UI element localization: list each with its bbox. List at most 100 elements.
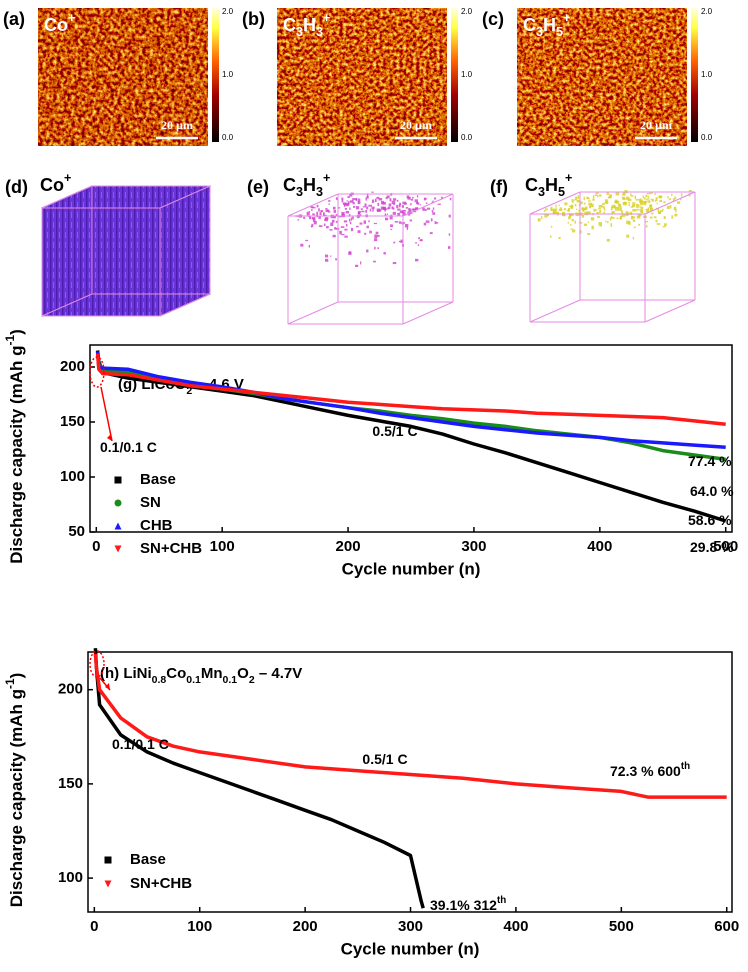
fragment-dot — [623, 201, 627, 206]
fragment-dot — [642, 195, 644, 199]
fragment-dot — [357, 230, 361, 233]
fragment-dot — [617, 204, 622, 207]
fragment-dot — [571, 218, 574, 222]
text-segment: (h) LiNi — [100, 665, 152, 682]
fragment-dot — [407, 214, 411, 216]
text-segment: th — [497, 895, 506, 906]
fragment-dot — [389, 216, 393, 220]
fragment-dot — [626, 220, 630, 225]
fragment-dot — [355, 206, 360, 210]
heatmap — [517, 8, 687, 146]
fragment-dot — [410, 198, 414, 201]
fragment-dot — [657, 208, 660, 212]
fragment-dot — [377, 247, 380, 250]
fragment-dot — [669, 204, 672, 209]
fragment-dot — [655, 197, 658, 199]
fragment-dot — [318, 215, 321, 219]
fragment-dot — [347, 201, 350, 205]
panel-label: (e) — [247, 177, 269, 197]
fragment-dot — [344, 228, 348, 231]
y-tick-label: 150 — [58, 775, 83, 792]
fragment-dot — [390, 224, 393, 228]
fragment-dot — [349, 207, 351, 210]
species-label: C3H3+ — [283, 171, 330, 199]
fragment-dot — [588, 200, 591, 202]
fragment-dot — [391, 207, 393, 209]
text-segment: 0.8 — [152, 674, 167, 686]
fragment-dot — [619, 215, 622, 220]
fragment-dot — [311, 209, 313, 212]
fragment-dot — [638, 214, 640, 218]
fragment-dot — [368, 204, 373, 207]
x-tick-label: 400 — [503, 918, 528, 935]
fragment-dot — [676, 201, 681, 204]
fragment-dot — [425, 220, 430, 223]
fragment-dot — [632, 202, 636, 206]
panel-label: (a) — [3, 9, 25, 29]
fragment-dot — [417, 202, 420, 205]
fragment-dot — [555, 211, 559, 215]
fragment-dot — [384, 213, 387, 217]
fragment-dot — [348, 251, 352, 255]
x-tick-label: 0 — [92, 538, 100, 555]
panel-label: (c) — [482, 9, 504, 29]
text-segment: 2 — [186, 385, 192, 397]
text-segment: ) — [7, 673, 26, 679]
fragment-dot — [663, 201, 666, 204]
text-segment: 5 — [558, 185, 565, 199]
fragment-dot — [416, 195, 419, 198]
fragment-dot — [393, 198, 397, 201]
fragment-dot — [330, 222, 334, 226]
fragment-dot — [611, 216, 613, 219]
fragment-dot — [377, 234, 380, 237]
fragment-dot — [688, 194, 691, 197]
fragment-dot — [432, 207, 435, 210]
fragment-dot — [590, 203, 594, 208]
fragment-dot — [688, 193, 691, 195]
box-edge — [529, 191, 581, 215]
fragment-dot — [647, 195, 650, 198]
fragment-dot — [448, 233, 451, 236]
fragment-dot — [572, 229, 576, 233]
fragment-dot — [640, 206, 642, 209]
fragment-dot — [402, 212, 406, 216]
x-tick-label: 400 — [587, 538, 612, 555]
fragment-dot — [654, 192, 656, 195]
fragment-dot — [396, 199, 399, 202]
fragment-dot — [312, 206, 316, 209]
text-segment: -1 — [3, 335, 17, 346]
colorbar-tick-label: 1.0 — [222, 70, 234, 79]
text-segment: 0.1 — [223, 674, 238, 686]
box-edge — [41, 293, 93, 317]
fragment-dot — [308, 216, 312, 220]
series-line — [93, 648, 425, 909]
fragment-dot — [372, 208, 374, 212]
fragment-dot — [662, 208, 664, 211]
fragment-dot — [335, 214, 338, 216]
fragment-dot — [558, 204, 560, 206]
fragment-dot — [319, 212, 322, 216]
fragment-dot — [374, 234, 378, 239]
text-segment: 72.3 % 600 — [610, 763, 681, 779]
legend-marker — [114, 499, 122, 507]
legend-marker — [114, 476, 122, 484]
text-segment: 0.1 — [186, 674, 201, 686]
fragment-dot — [424, 209, 427, 212]
fragment-dot — [366, 194, 369, 197]
fragment-dot — [352, 216, 354, 220]
text-segment: 0.5/1 C — [362, 751, 407, 767]
fragment-dot — [575, 196, 578, 201]
fragment-dot — [407, 196, 411, 200]
text-segment: 3 — [536, 25, 543, 39]
fragment-dot — [403, 222, 406, 224]
annotation: 0.1/0.1 C — [100, 439, 157, 455]
fragment-dot — [576, 200, 581, 203]
fragment-dot — [587, 221, 590, 224]
fragment-dot — [582, 210, 585, 212]
fragment-dot — [356, 214, 360, 219]
fragment-dot — [408, 209, 412, 212]
species-label: C3H3+ — [283, 11, 330, 39]
fragment-dot — [360, 261, 362, 265]
fragment-dot — [544, 214, 548, 218]
text-segment: 39.1% 312 — [430, 897, 497, 913]
